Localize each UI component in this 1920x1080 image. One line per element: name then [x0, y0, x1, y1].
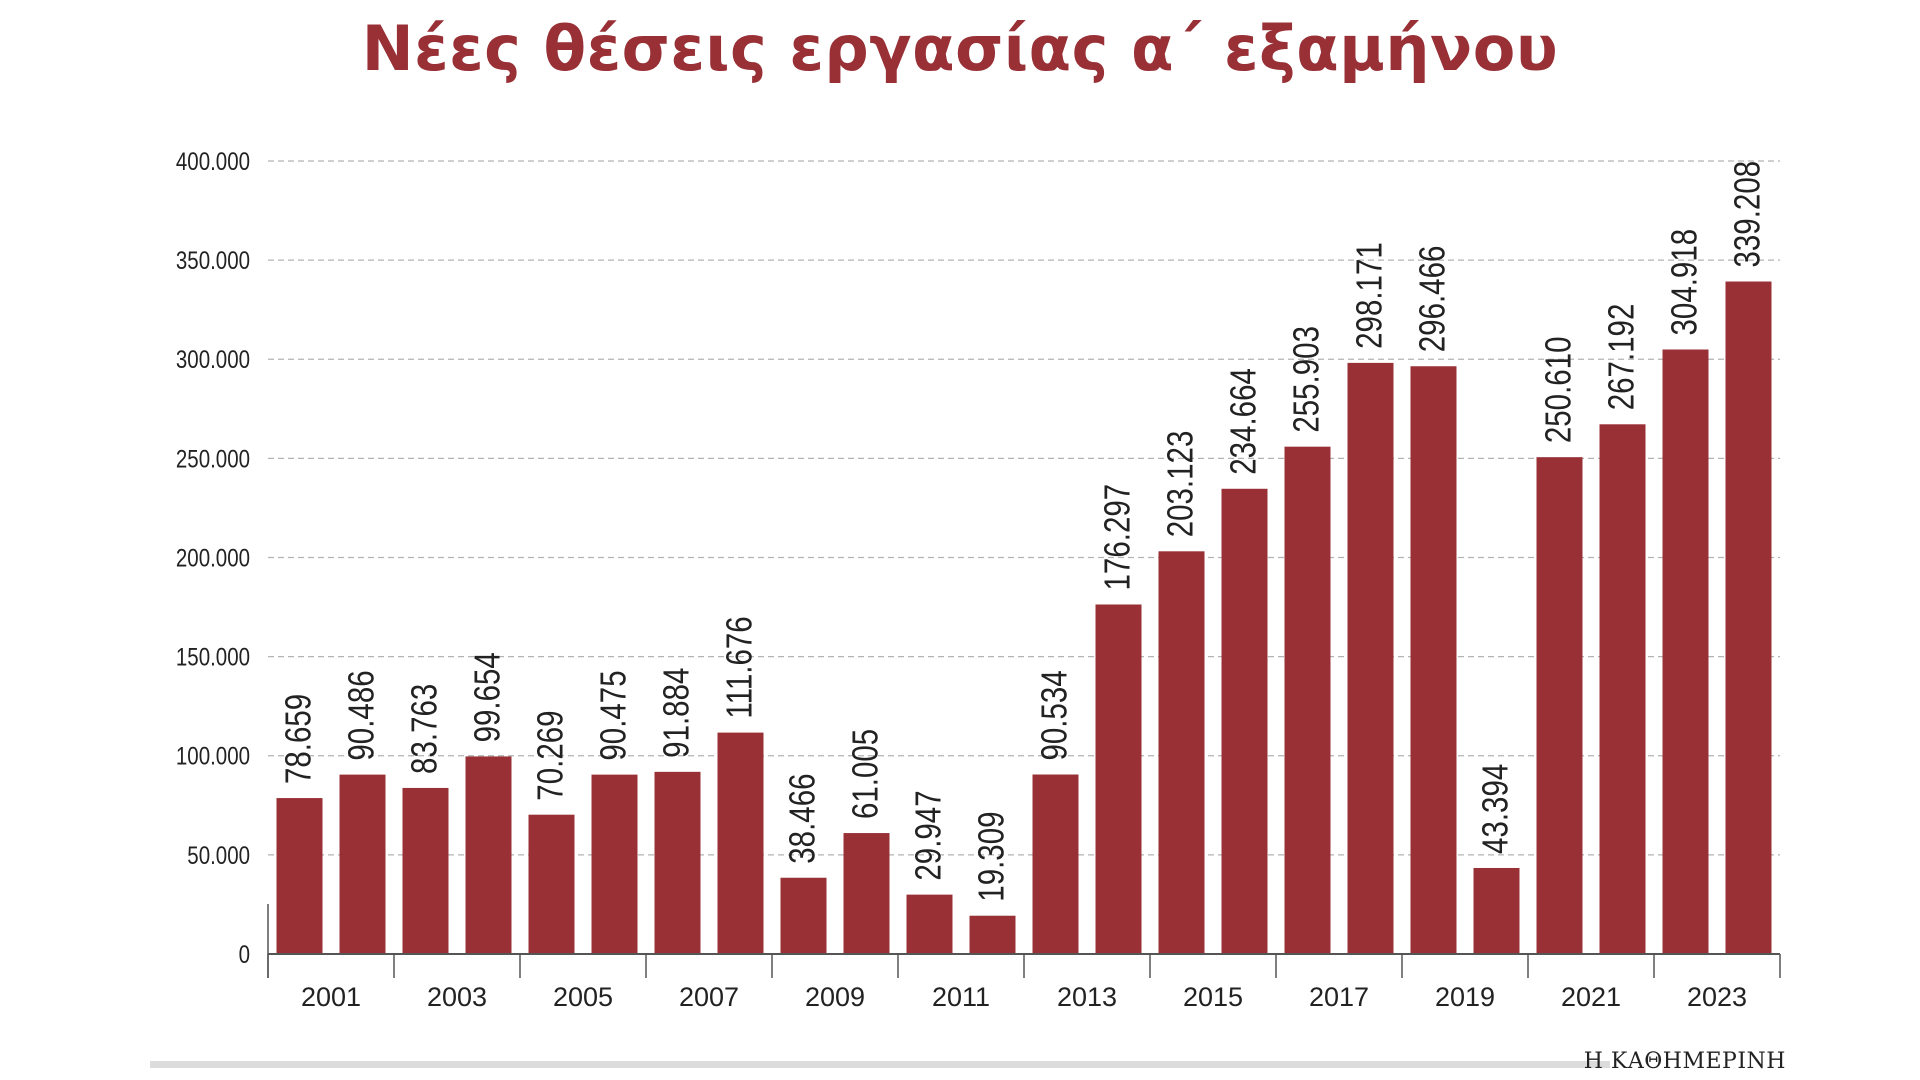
- bar: [465, 756, 512, 954]
- x-tick-label: 2003: [427, 982, 487, 1012]
- bar-value-label: 90.534: [1034, 670, 1074, 760]
- bar-value-label: 296.466: [1412, 246, 1452, 353]
- bar-value-label: 298.171: [1349, 242, 1389, 349]
- bar-value-label: 83.763: [404, 684, 444, 774]
- bar: [1473, 867, 1520, 954]
- source-credit: Η ΚΑΘΗΜΕΡΙΝΗ: [1583, 1049, 1786, 1074]
- bar: [1221, 488, 1268, 954]
- bar: [1284, 446, 1331, 954]
- x-tick-label: 2013: [1057, 982, 1117, 1012]
- x-tick-label: 2011: [932, 982, 990, 1012]
- bar-value-label: 267.192: [1601, 304, 1641, 411]
- bar-value-label: 339.208: [1727, 161, 1767, 268]
- x-tick-label: 2005: [553, 982, 613, 1012]
- y-tick-label: 250.000: [176, 444, 250, 472]
- bar-value-label: 90.486: [341, 670, 381, 760]
- x-tick-label: 2021: [1561, 982, 1621, 1012]
- y-tick-label: 400.000: [176, 147, 250, 175]
- bar-value-label: 91.884: [656, 668, 696, 758]
- chart-title: Νέες θέσεις εργασίας α΄ εξαμήνου: [361, 12, 1559, 85]
- bar: [402, 787, 449, 954]
- bar-value-label: 304.918: [1664, 229, 1704, 336]
- x-tick-label: 2023: [1687, 982, 1747, 1012]
- bar: [339, 774, 386, 954]
- bar-value-label: 234.664: [1223, 368, 1263, 475]
- bar: [1095, 604, 1142, 954]
- bar: [1662, 349, 1709, 954]
- x-tick-label: 2015: [1183, 982, 1243, 1012]
- y-tick-label: 100.000: [176, 742, 250, 770]
- bar: [1725, 281, 1772, 954]
- bar-value-label: 78.659: [278, 694, 318, 784]
- y-tick-label: 200.000: [176, 544, 250, 572]
- bar-value-label: 250.610: [1538, 336, 1578, 443]
- x-tick-label: 2007: [679, 982, 739, 1012]
- bar: [780, 877, 827, 954]
- x-tick-label: 2019: [1435, 982, 1495, 1012]
- y-tick-label: 50.000: [187, 841, 250, 869]
- x-tick-label: 2001: [301, 982, 361, 1012]
- bar: [969, 915, 1016, 954]
- bar-value-label: 90.475: [593, 670, 633, 760]
- bar-value-label: 29.947: [908, 790, 948, 880]
- x-tick-label: 2009: [805, 982, 865, 1012]
- bar: [276, 798, 323, 954]
- bar: [1347, 362, 1394, 955]
- bar: [1158, 551, 1205, 954]
- y-tick-label: 300.000: [176, 345, 250, 373]
- bar: [906, 894, 953, 954]
- bar: [1032, 774, 1079, 954]
- y-tick-label: 150.000: [176, 643, 250, 671]
- source-divider: [150, 1061, 1610, 1068]
- bar: [591, 774, 638, 954]
- bar-value-label: 255.903: [1286, 326, 1326, 433]
- bar: [843, 833, 890, 954]
- y-tick-label: 350.000: [176, 246, 250, 274]
- bar-value-label: 61.005: [845, 729, 885, 819]
- bar-value-label: 99.654: [467, 652, 507, 742]
- bar-value-label: 43.394: [1475, 764, 1515, 854]
- bar-value-label: 19.309: [971, 811, 1011, 901]
- bar: [528, 814, 575, 954]
- bar-value-label: 70.269: [530, 710, 570, 800]
- bar: [1536, 457, 1583, 954]
- x-tick-label: 2017: [1309, 982, 1369, 1012]
- bar-value-label: 111.676: [719, 616, 759, 718]
- bar: [654, 771, 701, 954]
- bar-value-label: 38.466: [782, 773, 822, 863]
- bar-value-label: 176.297: [1097, 484, 1137, 591]
- y-tick-label: 0: [239, 940, 250, 968]
- bar: [1410, 366, 1457, 954]
- bar-value-label: 203.123: [1160, 431, 1200, 538]
- bar: [1599, 424, 1646, 954]
- bar: [717, 732, 764, 954]
